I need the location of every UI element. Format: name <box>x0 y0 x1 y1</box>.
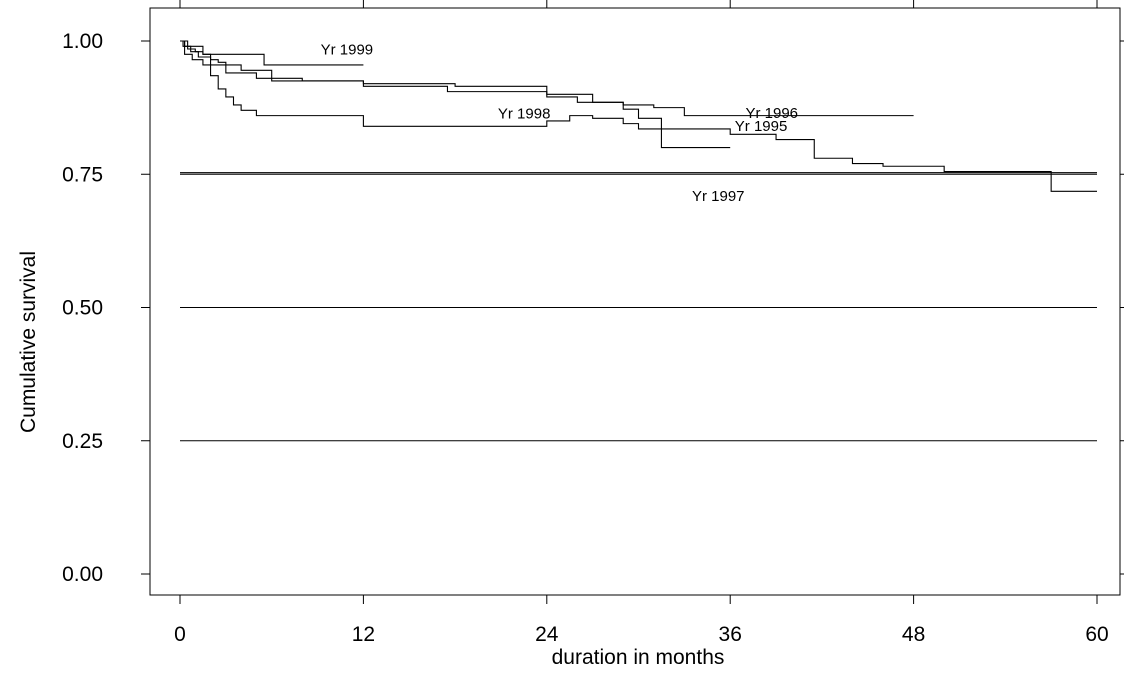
series-label-yr-1996: Yr 1996 <box>745 105 798 122</box>
y-axis-title: Cumulative survival <box>17 251 40 433</box>
series-label-yr-1998: Yr 1998 <box>498 105 551 122</box>
plot-frame <box>149 7 1121 596</box>
y-tick-label: 0.75 <box>62 163 103 186</box>
x-tick-label: 12 <box>352 623 375 646</box>
x-axis-title: duration in months <box>552 646 725 668</box>
series-line-yr-1996 <box>180 40 914 117</box>
x-tick-label: 48 <box>902 623 925 646</box>
x-tick-label: 36 <box>719 623 742 646</box>
series-line-yr-1999 <box>180 40 364 66</box>
series-label-yr-1997: Yr 1997 <box>692 188 745 205</box>
series-label-yr-1995: Yr 1995 <box>735 118 788 135</box>
series-label-yr-1999: Yr 1999 <box>321 41 374 58</box>
y-tick-label: 0.25 <box>62 430 103 453</box>
series-line-yr-1998 <box>180 40 731 149</box>
x-tick-label: 24 <box>535 623 559 646</box>
x-tick-label: 0 <box>174 623 186 646</box>
y-tick-label: 0.00 <box>62 563 103 586</box>
y-tick-label: 0.50 <box>62 297 103 320</box>
x-tick-label: 60 <box>1085 623 1108 646</box>
y-tick-label: 1.00 <box>62 30 103 53</box>
